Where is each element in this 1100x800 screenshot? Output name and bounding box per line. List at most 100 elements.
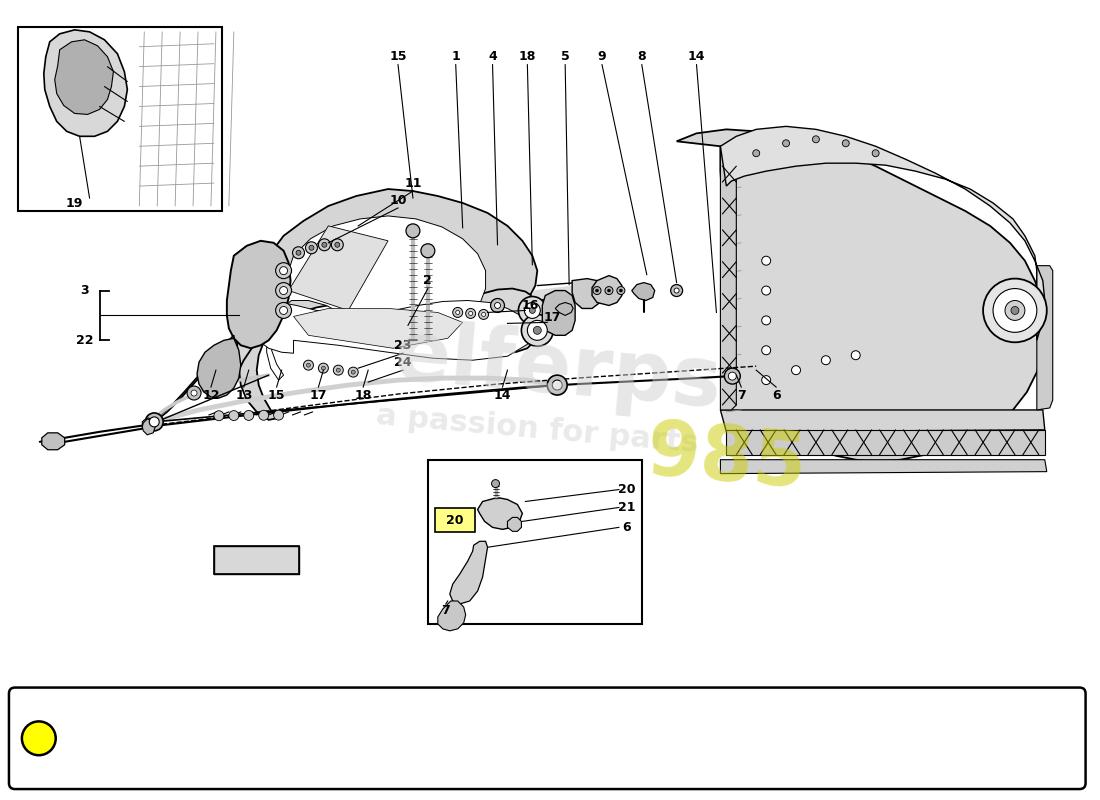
Circle shape [150,417,160,427]
Circle shape [674,288,679,293]
Circle shape [534,326,541,334]
Circle shape [455,310,460,314]
Text: 15: 15 [268,389,285,402]
Circle shape [843,140,849,146]
Circle shape [1011,306,1019,314]
Circle shape [337,368,340,372]
Text: 13: 13 [235,389,253,402]
Polygon shape [450,542,487,604]
Text: 3: 3 [80,284,89,297]
FancyBboxPatch shape [428,460,641,624]
Text: 103663, 103667, 103676, 103677, 103689, 103692, 103708, 103711, 103714, 103716, : 103663, 103667, 103676, 103677, 103689, … [67,748,870,758]
Polygon shape [236,261,542,370]
Circle shape [518,297,547,324]
Text: 18: 18 [354,389,372,402]
Circle shape [822,356,830,365]
Text: 7: 7 [441,605,450,618]
Circle shape [279,266,287,274]
Text: 16: 16 [521,299,539,312]
Circle shape [318,363,329,373]
Text: 21: 21 [618,501,636,514]
Circle shape [752,150,760,157]
Circle shape [22,722,56,755]
Text: 6: 6 [623,521,631,534]
Circle shape [279,286,287,294]
Circle shape [333,365,343,375]
Circle shape [725,368,740,384]
Circle shape [276,302,292,318]
Circle shape [782,140,790,146]
Text: a passion for parts: a passion for parts [375,402,700,458]
Text: 12: 12 [202,389,220,402]
Circle shape [187,386,201,400]
Polygon shape [676,130,1045,462]
Circle shape [274,410,284,420]
Text: 19: 19 [66,198,84,210]
Polygon shape [438,601,465,631]
Text: 15: 15 [389,50,407,63]
Text: elferps: elferps [389,315,725,425]
Text: 17: 17 [310,389,327,402]
Text: Vetture non interessate dalla modifica / Vehicles not involved in the modificati: Vetture non interessate dalla modifica /… [67,710,550,721]
Polygon shape [44,30,128,136]
Circle shape [321,366,326,370]
Polygon shape [227,241,290,348]
Polygon shape [294,309,463,348]
Circle shape [276,282,292,298]
Circle shape [671,285,683,297]
Text: Ass. Nr. 103227, 103289, 103525, 103553, 103596, 103600, 103609, 103612, 103613,: Ass. Nr. 103227, 103289, 103525, 103553,… [67,730,870,740]
Text: A: A [33,731,45,746]
FancyBboxPatch shape [9,687,1086,789]
Circle shape [279,306,287,314]
Circle shape [761,286,771,295]
Polygon shape [631,282,654,301]
Circle shape [331,239,343,250]
Circle shape [492,480,499,487]
Circle shape [304,360,313,370]
Circle shape [605,286,613,294]
Circle shape [813,136,820,142]
Polygon shape [556,302,573,315]
Circle shape [191,390,197,396]
Circle shape [1005,301,1025,320]
Circle shape [993,289,1037,332]
Polygon shape [147,335,234,426]
Polygon shape [142,419,155,435]
Circle shape [548,375,568,395]
Polygon shape [720,460,1047,474]
Polygon shape [720,410,1045,432]
Circle shape [244,410,254,420]
Polygon shape [197,338,241,398]
Circle shape [406,224,420,238]
Circle shape [761,376,771,385]
Circle shape [276,262,292,278]
Circle shape [306,242,318,254]
Text: 6: 6 [772,389,780,402]
Bar [213,546,298,574]
Polygon shape [720,126,1045,340]
Text: 17: 17 [543,311,561,324]
Polygon shape [572,278,602,309]
Circle shape [617,286,625,294]
Circle shape [495,302,500,309]
Text: 5: 5 [561,50,570,63]
Polygon shape [239,189,537,420]
Circle shape [351,370,355,374]
Circle shape [593,286,601,294]
Circle shape [491,298,505,313]
Circle shape [872,150,879,157]
Circle shape [296,250,301,255]
Circle shape [334,242,340,247]
Polygon shape [592,276,622,306]
Circle shape [349,367,359,377]
Text: 8: 8 [638,50,646,63]
Text: 2: 2 [424,274,432,287]
Polygon shape [142,418,154,430]
Circle shape [983,278,1047,342]
Circle shape [521,314,553,346]
FancyBboxPatch shape [434,509,474,532]
Text: 14: 14 [494,389,512,402]
Circle shape [293,246,305,258]
Text: 9: 9 [597,50,606,63]
Circle shape [318,239,330,250]
